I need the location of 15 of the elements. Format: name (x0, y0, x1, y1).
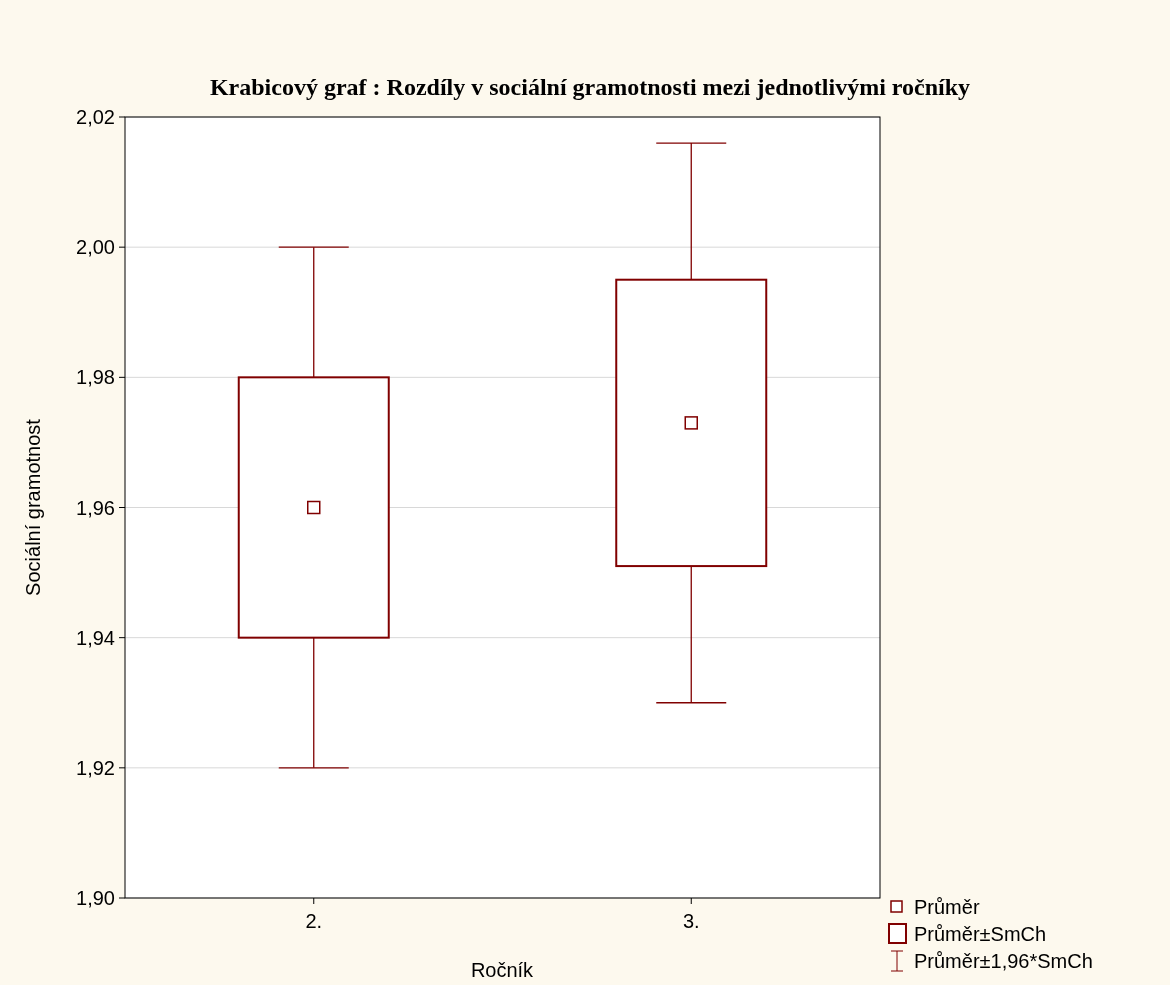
y-axis-title: Sociální gramotnost (22, 418, 44, 596)
y-tick-label: 2,00 (76, 236, 115, 259)
text: Průměr±SmCh (914, 923, 1047, 945)
x-tick-label: 2. (305, 910, 323, 932)
x-tick-label: 3. (682, 910, 700, 932)
x-axis-title: Ročník (470, 959, 535, 981)
chart-title: Krabicový graf : Rozdíly v sociální gramotnosti mezi jednotlivými ročníky (209, 74, 971, 100)
y-tick-label: 1,90 (76, 887, 115, 909)
y-tick-label: 1,92 (76, 756, 115, 779)
y-tick-label: 1,94 (76, 626, 115, 649)
text: Průměr±1,96*SmCh (914, 950, 1093, 972)
y-tick-label: 1,98 (76, 366, 115, 389)
y-tick-label: 1,96 (76, 496, 115, 519)
text: Průměr (914, 896, 980, 918)
y-tick-label: 2,02 (76, 106, 115, 128)
